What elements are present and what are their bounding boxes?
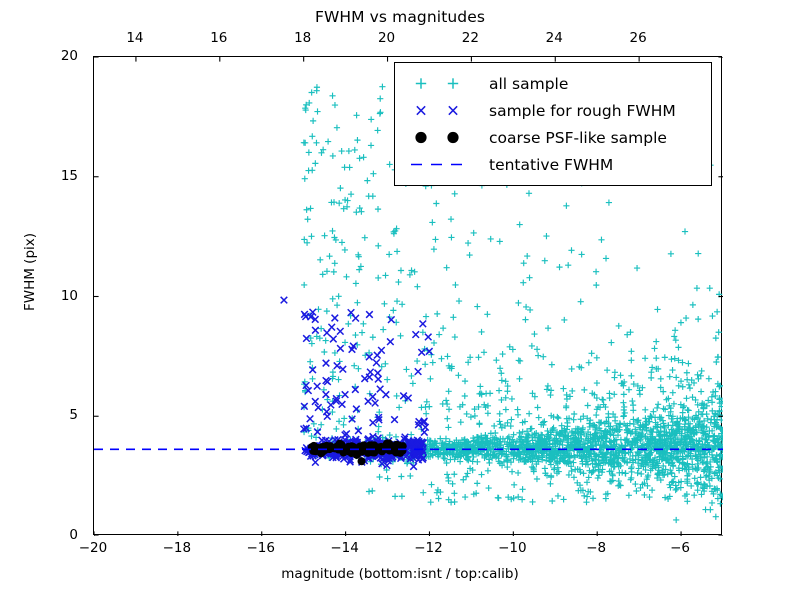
legend-label: coarse PSF-like sample [489, 128, 667, 147]
x-tick-label-bottom: −18 [162, 540, 192, 556]
x-tick-label-bottom: −10 [498, 540, 527, 556]
x-tick-label-bottom: −20 [78, 540, 108, 556]
x-tick-label-top: 24 [545, 30, 563, 46]
x-tick-label-bottom: −8 [586, 540, 607, 556]
y-tick-label: 0 [69, 527, 78, 543]
legend-label: sample for rough FWHM [489, 101, 676, 120]
x-tick-label-bottom: −14 [330, 540, 359, 556]
legend-item-3: tentative FWHM [395, 151, 711, 178]
legend: all sample sample for rough FWHM coarse PS… [394, 62, 712, 186]
y-tick-label-group: 0 5 10 15 20 [0, 0, 86, 600]
chart-title: FWHM vs magnitudes [314, 8, 486, 26]
x-tick-label-top: 20 [377, 30, 396, 46]
legend-marker-dot-icon [395, 124, 489, 151]
legend-item-2: coarse PSF-like sample [395, 124, 711, 151]
x-tick-label-top: 14 [126, 30, 144, 46]
y-tick-label: 5 [69, 407, 78, 424]
legend-marker-plus-icon [395, 70, 489, 97]
x-tick-label-bottom: −12 [414, 540, 443, 556]
legend-item-1: sample for rough FWHM [395, 97, 711, 124]
legend-marker-dashed-icon [395, 151, 489, 178]
legend-label: all sample [489, 74, 569, 93]
x-tick-label-top: 18 [294, 30, 312, 46]
legend-label: tentative FWHM [489, 155, 614, 174]
legend-item-0: all sample [395, 70, 711, 97]
x-tick-label-bottom: −6 [670, 540, 691, 556]
x-tick-label-top: 16 [210, 30, 228, 46]
y-tick-label: 20 [60, 48, 78, 64]
x-tick-label-bottom: −16 [246, 540, 275, 556]
x-tick-label-top: 26 [629, 30, 647, 46]
y-tick-label: 15 [60, 167, 78, 184]
legend-marker-cross-icon [395, 97, 489, 124]
y-tick-label: 10 [60, 287, 78, 304]
x-tick-label-top: 22 [461, 30, 479, 46]
x-axis-label: magnitude (bottom:isnt / top:calib) [281, 566, 519, 582]
y-axis-label: FWHM (pix) [22, 232, 38, 312]
